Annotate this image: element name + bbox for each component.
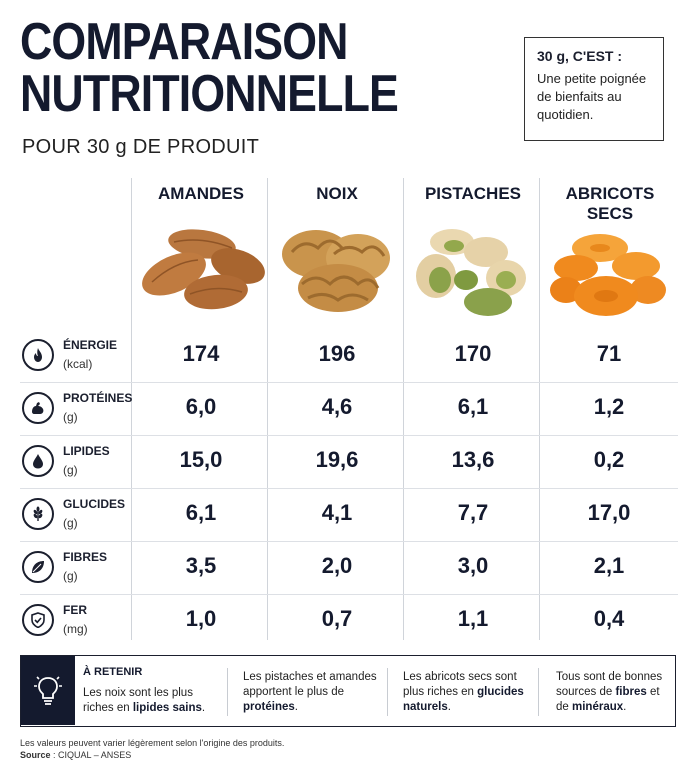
value-pistaches: 7,7: [457, 500, 489, 525]
value-amandes: 15,0: [179, 447, 223, 472]
page-title: COMPARAISON NUTRITIONNELLE: [20, 13, 399, 123]
nutrient-row-fer: FER (mg) 1,0 0,7 1,1 0,4: [0, 595, 698, 648]
row-divider: [20, 594, 678, 595]
nutrient-unit: (g): [63, 569, 78, 583]
almonds-image: [142, 229, 265, 310]
value-pistaches: 1,1: [457, 606, 489, 631]
nutrient-unit: (g): [63, 410, 78, 424]
nutrient-row-energie: ÉNERGIE (kcal) 174 196 170 71: [0, 330, 698, 383]
wheat-icon: [22, 498, 54, 530]
value-noix: 2,0: [321, 553, 353, 578]
nutrient-name: LIPIDES: [63, 444, 110, 458]
value-amandes: 6,0: [185, 394, 217, 419]
drop-icon: [22, 445, 54, 477]
row-divider: [20, 541, 678, 542]
nutrient-row-proteines: PROTÉINES (g) 6,0 4,6 6,1 1,2: [0, 383, 698, 436]
value-noix: 196: [318, 341, 356, 366]
value-abricots: 17,0: [587, 500, 631, 525]
nutrient-name: FIBRES: [63, 550, 108, 564]
value-pistaches: 170: [454, 341, 492, 366]
apricots-image: [550, 234, 666, 316]
nutrient-name: FER: [63, 603, 87, 617]
info-box-heading: 30 g, C'EST :: [537, 48, 623, 64]
pistachios-image: [416, 229, 526, 316]
nutrient-name: ÉNERGIE: [63, 338, 118, 352]
info-box: 30 g, C'EST : Une petite poignée de bien…: [524, 37, 664, 141]
column-divider: [403, 178, 404, 640]
column-divider: [131, 178, 132, 640]
column-header-pistaches: PISTACHES: [424, 184, 522, 203]
nutrient-row-lipides: LIPIDES (g) 15,0 19,6 13,6 0,2: [0, 436, 698, 489]
takeaway-box: À RETENIR Les noix sont les plus riches …: [20, 655, 676, 727]
takeaway-item: Tous sont de bonnes sources de fibres et…: [556, 671, 663, 713]
takeaway-heading: À RETENIR: [83, 666, 143, 678]
takeaway-item: Les abricots secs sont plus riches en gl…: [403, 671, 524, 713]
value-amandes: 1,0: [185, 606, 217, 631]
value-noix: 19,6: [315, 447, 359, 472]
nutrient-row-fibres: FIBRES (g) 3,5 2,0 3,0 2,1: [0, 542, 698, 595]
value-noix: 0,7: [321, 606, 353, 631]
takeaway-item: Les noix sont les plus riches en lipides…: [83, 687, 206, 714]
leaf-icon: [22, 551, 54, 583]
value-amandes: 3,5: [185, 553, 217, 578]
row-divider: [20, 382, 678, 383]
nutrient-row-glucides: GLUCIDES (g) 6,1 4,1 7,7 17,0: [0, 489, 698, 542]
takeaway-divider: [538, 668, 539, 716]
takeaway-divider: [227, 668, 228, 716]
value-pistaches: 13,6: [451, 447, 495, 472]
nutrient-unit: (g): [63, 463, 78, 477]
value-abricots: 0,2: [593, 447, 625, 472]
title-line-1: COMPARAISON: [20, 13, 348, 71]
value-abricots: 1,2: [593, 394, 625, 419]
value-noix: 4,6: [321, 394, 353, 419]
column-divider: [267, 178, 268, 640]
muscle-icon: [22, 392, 54, 424]
takeaway-divider: [387, 668, 388, 716]
nutrient-unit: (mg): [63, 622, 88, 636]
nutrient-unit: (kcal): [63, 357, 93, 371]
shield-check-icon: [22, 604, 54, 636]
nutrient-name: GLUCIDES: [63, 497, 126, 511]
value-abricots: 71: [596, 341, 622, 366]
column-divider: [539, 178, 540, 640]
column-header-abricots: ABRICOTS SECS: [565, 184, 655, 223]
lightbulb-icon: [21, 656, 75, 725]
info-box-text: Une petite poignée de bienfaits au quoti…: [537, 71, 647, 122]
column-header-amandes: AMANDES: [158, 184, 244, 203]
nutrient-name: PROTÉINES: [63, 391, 133, 405]
takeaway-item: Les pistaches et amandes apportent le pl…: [243, 671, 377, 713]
row-divider: [20, 488, 678, 489]
value-abricots: 0,4: [593, 606, 625, 631]
value-amandes: 174: [182, 341, 220, 366]
walnuts-image: [282, 230, 390, 312]
value-pistaches: 6,1: [457, 394, 489, 419]
value-pistaches: 3,0: [457, 553, 489, 578]
flame-icon: [22, 339, 54, 371]
value-noix: 4,1: [321, 500, 353, 525]
source-line: Source : CIQUAL – ANSES: [20, 750, 132, 760]
title-line-2: NUTRITIONNELLE: [20, 65, 399, 123]
row-divider: [20, 435, 678, 436]
value-amandes: 6,1: [185, 500, 217, 525]
column-header-noix: NOIX: [316, 184, 358, 203]
nutrient-unit: (g): [63, 516, 78, 530]
value-abricots: 2,1: [593, 553, 625, 578]
page-subtitle: POUR 30 g DE PRODUIT: [22, 136, 260, 158]
footnote: Les valeurs peuvent varier légèrement se…: [20, 738, 285, 748]
